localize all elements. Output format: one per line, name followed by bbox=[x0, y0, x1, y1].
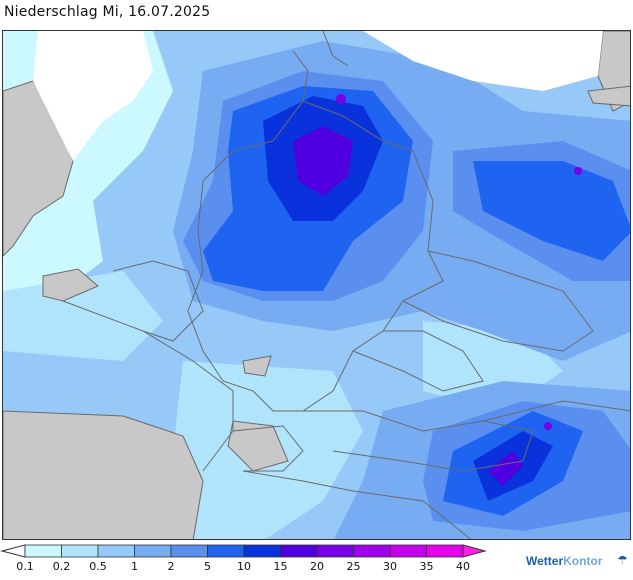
legend-swatch bbox=[389, 544, 427, 558]
border-poland bbox=[402, 250, 594, 352]
sea-north-west bbox=[33, 31, 153, 161]
logo-text-part2: Kontor bbox=[563, 554, 603, 568]
border-switzerland bbox=[232, 425, 304, 472]
logo-text-part1: Wetter bbox=[526, 554, 564, 568]
legend-swatch bbox=[134, 544, 172, 558]
land-central-patch bbox=[242, 355, 272, 377]
legend-tick-label: 10 bbox=[237, 560, 251, 573]
precip-band-15-20 bbox=[293, 126, 353, 196]
border-benelux bbox=[112, 260, 204, 342]
legend-tick-label: 0.1 bbox=[16, 560, 34, 573]
border-denmark bbox=[292, 31, 349, 102]
legend-swatch bbox=[353, 544, 391, 558]
legend-tick-label: 35 bbox=[419, 560, 434, 573]
legend-tick-label: 20 bbox=[310, 560, 324, 573]
legend-tick-label: 40 bbox=[456, 560, 470, 573]
land-northeast bbox=[587, 85, 630, 107]
legend-tick-label: 25 bbox=[346, 560, 361, 573]
legend-arrow-right bbox=[462, 544, 487, 558]
precipitation-legend: 0.1 0.2 0.5 1 2 5 10 15 20 25 30 35 40 WetterKontor … bbox=[0, 541, 633, 580]
border-austria bbox=[303, 410, 534, 472]
border-italy bbox=[242, 470, 472, 539]
legend-tick-label: 2 bbox=[167, 560, 175, 573]
legend-swatch bbox=[97, 544, 135, 558]
legend-colorbar bbox=[0, 544, 487, 558]
border-hungary bbox=[482, 400, 630, 422]
map-canvas bbox=[3, 31, 630, 539]
precip-band-5-10-east bbox=[473, 161, 630, 261]
precip-band-15-20-alps bbox=[488, 451, 523, 486]
legend-swatch bbox=[207, 544, 245, 558]
legend-swatch bbox=[243, 544, 281, 558]
legend-swatch bbox=[426, 544, 464, 558]
legend-swatch bbox=[24, 544, 62, 558]
legend-tick-label: 0.2 bbox=[52, 560, 71, 573]
sea-north-east bbox=[363, 31, 603, 91]
land-southwest bbox=[3, 410, 204, 539]
precipitation-map bbox=[2, 30, 631, 540]
legend-tick-label: 5 bbox=[204, 560, 211, 573]
wetterkontor-logo: WetterKontor bbox=[526, 554, 602, 568]
border-france bbox=[62, 300, 234, 472]
legend-tick-label: 15 bbox=[273, 560, 288, 573]
precip-peak-north bbox=[336, 94, 346, 104]
borders bbox=[62, 31, 630, 539]
legend-swatch bbox=[170, 544, 208, 558]
border-czech bbox=[352, 330, 484, 392]
precip-peak-alps bbox=[544, 422, 552, 430]
legend-swatch bbox=[61, 544, 99, 558]
rain-drops-icon: ☂ bbox=[617, 553, 628, 567]
legend-arrow-left bbox=[0, 544, 26, 558]
legend-swatch bbox=[280, 544, 318, 558]
legend-tick-label: 30 bbox=[383, 560, 397, 573]
map-title: Niederschlag Mi, 16.07.2025 bbox=[4, 4, 211, 20]
legend-swatch bbox=[316, 544, 354, 558]
legend-tick-label: 1 bbox=[131, 560, 138, 573]
land-france-northwest bbox=[42, 268, 99, 302]
precip-peak-east bbox=[574, 167, 582, 175]
legend-tick-label: 0.5 bbox=[89, 560, 107, 573]
land-south-central bbox=[227, 420, 289, 472]
